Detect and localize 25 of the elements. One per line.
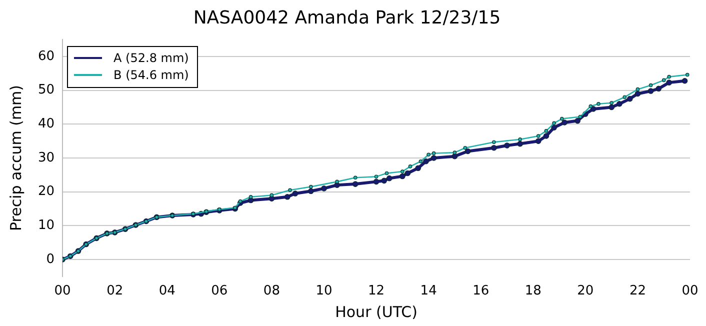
x-tick-label: 18 xyxy=(524,284,542,299)
y-tick-label: 20 xyxy=(38,184,55,200)
x-tick-label: 20 xyxy=(577,284,594,299)
legend-label: B (54.6 mm) xyxy=(114,68,189,82)
chart-title: NASA0042 Amanda Park 12/23/15 xyxy=(193,7,501,28)
y-tick-label: 50 xyxy=(38,82,55,98)
x-tick-label: 14 xyxy=(420,284,437,299)
x-tick-label: 16 xyxy=(472,284,490,299)
legend-label: A (52.8 mm) xyxy=(114,51,189,66)
x-tick-label: 12 xyxy=(368,284,385,299)
y-tick-label: 40 xyxy=(38,116,55,132)
x-tick-label: 02 xyxy=(106,284,124,299)
x-tick-label: 00 xyxy=(54,284,71,299)
x-tick-label: 22 xyxy=(629,284,646,299)
x-tick-label: 04 xyxy=(158,284,176,299)
y-tick-label: 60 xyxy=(38,48,55,64)
x-axis-title: Hour (UTC) xyxy=(335,302,418,321)
x-tick-label: 08 xyxy=(263,284,280,299)
x-tick-label: 00 xyxy=(682,284,698,299)
y-tick-label: 10 xyxy=(38,218,55,234)
y-tick-label: 0 xyxy=(46,252,55,267)
y-axis-title: Precip accum (mm) xyxy=(6,84,25,232)
y-tick-label: 30 xyxy=(38,150,55,166)
x-tick-label: 06 xyxy=(211,284,228,299)
x-tick-label: 10 xyxy=(316,284,332,299)
